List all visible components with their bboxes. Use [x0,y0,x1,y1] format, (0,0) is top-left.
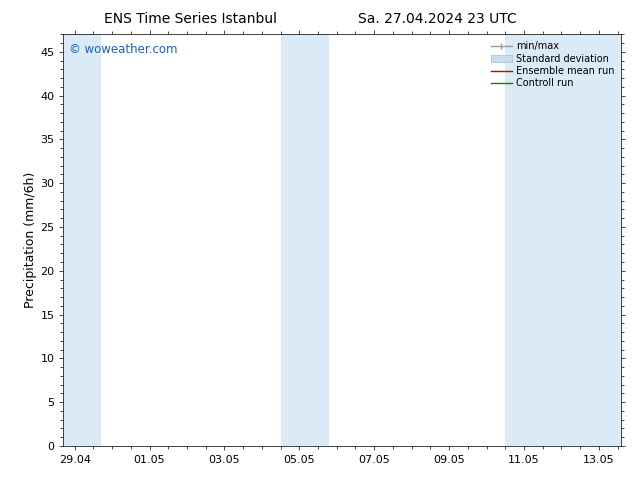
Y-axis label: Precipitation (mm/6h): Precipitation (mm/6h) [25,172,37,308]
Legend: min/max, Standard deviation, Ensemble mean run, Controll run: min/max, Standard deviation, Ensemble me… [489,39,616,90]
Bar [281,34,329,446]
Text: Sa. 27.04.2024 23 UTC: Sa. 27.04.2024 23 UTC [358,12,517,26]
Text: ENS Time Series Istanbul: ENS Time Series Istanbul [104,12,276,26]
Bar [505,34,621,446]
Text: © woweather.com: © woweather.com [69,43,178,55]
Bar [63,34,101,446]
